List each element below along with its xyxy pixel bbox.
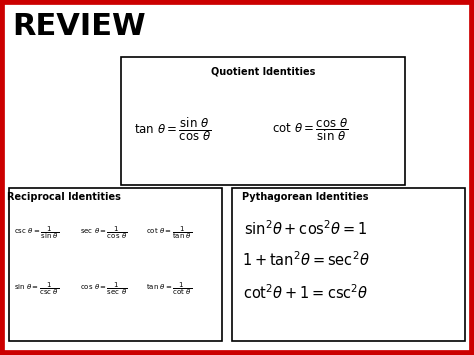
Text: Reciprocal Identities: Reciprocal Identities [7, 192, 121, 202]
Text: $\tan\,\theta = \dfrac{1}{\cot\,\theta}$: $\tan\,\theta = \dfrac{1}{\cot\,\theta}$ [146, 281, 192, 297]
Text: $\cot^2\!\theta + 1 = \csc^2\!\theta$: $\cot^2\!\theta + 1 = \csc^2\!\theta$ [243, 284, 368, 302]
Text: $\cot\,\theta = \dfrac{\cos\,\theta}{\sin\,\theta}$: $\cot\,\theta = \dfrac{\cos\,\theta}{\si… [272, 116, 349, 143]
Text: REVIEW: REVIEW [12, 12, 146, 42]
FancyBboxPatch shape [121, 57, 405, 185]
FancyBboxPatch shape [9, 188, 222, 341]
Text: $\csc\,\theta = \dfrac{1}{\sin\,\theta}$: $\csc\,\theta = \dfrac{1}{\sin\,\theta}$ [14, 224, 59, 241]
Text: Quotient Identities: Quotient Identities [211, 66, 315, 76]
Text: $\sin^2\!\theta + \cos^2\!\theta = 1$: $\sin^2\!\theta + \cos^2\!\theta = 1$ [244, 220, 367, 238]
Text: $\tan\,\theta = \dfrac{\sin\,\theta}{\cos\,\theta}$: $\tan\,\theta = \dfrac{\sin\,\theta}{\co… [134, 116, 212, 143]
Text: $\sec\,\theta = \dfrac{1}{\cos\,\theta}$: $\sec\,\theta = \dfrac{1}{\cos\,\theta}$ [80, 224, 127, 241]
Text: $1 + \tan^2\!\theta = \sec^2\!\theta$: $1 + \tan^2\!\theta = \sec^2\!\theta$ [242, 250, 370, 268]
Text: $\cos\,\theta = \dfrac{1}{\sec\,\theta}$: $\cos\,\theta = \dfrac{1}{\sec\,\theta}$ [80, 281, 127, 297]
Text: Pythagorean Identities: Pythagorean Identities [243, 192, 369, 202]
FancyBboxPatch shape [232, 188, 465, 341]
Text: $\sin\,\theta = \dfrac{1}{\csc\,\theta}$: $\sin\,\theta = \dfrac{1}{\csc\,\theta}$ [14, 281, 59, 297]
Text: $\cot\,\theta = \dfrac{1}{\tan\,\theta}$: $\cot\,\theta = \dfrac{1}{\tan\,\theta}$ [146, 224, 192, 241]
